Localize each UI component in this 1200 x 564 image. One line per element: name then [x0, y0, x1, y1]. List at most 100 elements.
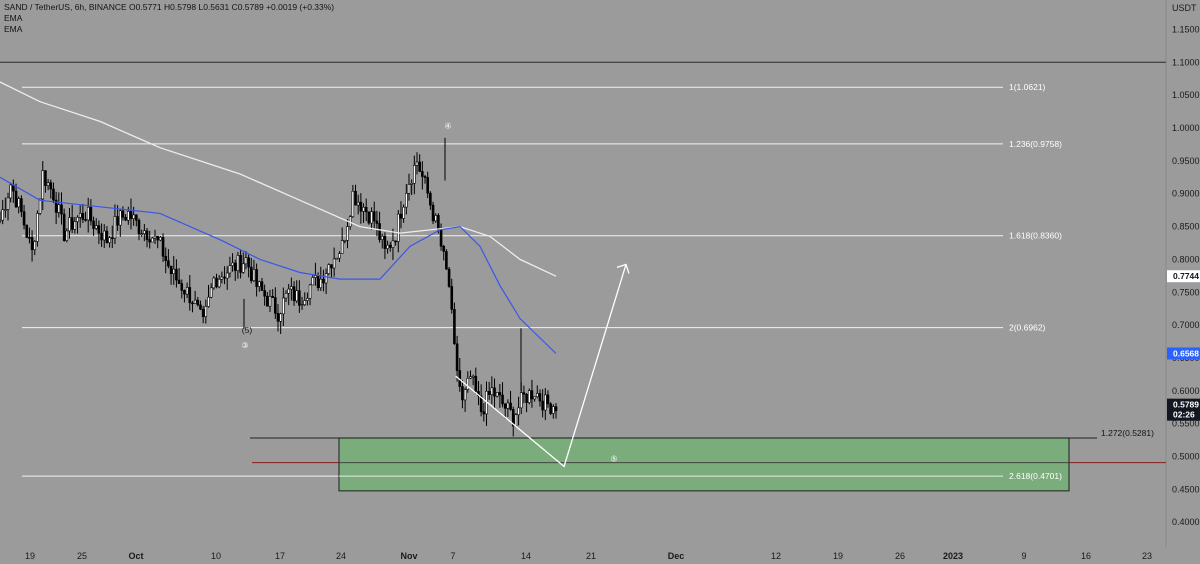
candle-body — [191, 302, 194, 305]
candle-body — [479, 395, 483, 412]
price-tag-text-last: 0.5789 — [1173, 400, 1199, 410]
candle-body — [295, 290, 299, 302]
price-tick-label: 0.7000 — [1172, 320, 1200, 330]
time-tick-label: Dec — [668, 551, 685, 561]
candle-body — [356, 201, 360, 206]
candle-body — [442, 245, 446, 252]
target-zone[interactable] — [338, 437, 1070, 492]
candle-body — [57, 204, 61, 213]
time-tick-label: 14 — [521, 551, 531, 561]
price-tag-text-ema_slow: 0.7744 — [1173, 271, 1199, 281]
candle-body — [236, 255, 240, 271]
candle-body — [41, 170, 45, 200]
candle-body — [140, 233, 143, 235]
price-tick-label: 0.4000 — [1172, 517, 1200, 527]
candle-body — [276, 313, 280, 322]
candle-body — [426, 177, 429, 194]
candle-body — [36, 213, 39, 242]
fib-label: 1.236(0.9758) — [1009, 139, 1062, 149]
candle-body — [527, 390, 531, 403]
candle-body — [391, 240, 395, 248]
candle-body — [450, 286, 454, 310]
candle-body — [359, 201, 363, 212]
time-tick-label: 9 — [1021, 551, 1026, 561]
candle-body — [463, 389, 467, 401]
candle-body — [252, 269, 256, 281]
candle-body — [279, 313, 282, 322]
candle-body — [351, 190, 355, 217]
candle-body — [525, 393, 528, 403]
candle-body — [335, 257, 339, 260]
candle-body — [544, 394, 547, 411]
candle-body — [220, 276, 224, 280]
candle-body — [292, 286, 296, 302]
candle-body — [455, 343, 459, 371]
candle-body — [316, 275, 320, 289]
candle-body — [423, 176, 427, 178]
candle-body — [268, 296, 272, 307]
candle-body — [241, 263, 245, 273]
candle-body — [490, 387, 494, 395]
price-tick-label: 1.1000 — [1172, 57, 1200, 67]
time-axis-area[interactable] — [0, 547, 1200, 564]
candle-body — [225, 272, 229, 279]
candle-body — [185, 287, 189, 295]
candle-body — [239, 255, 242, 273]
fib-label-1272: 1.272(0.5281) — [1101, 428, 1154, 438]
candle-body — [46, 182, 50, 186]
candle-body — [509, 402, 512, 410]
price-tick-label: 1.1500 — [1172, 24, 1200, 34]
candle-body — [447, 268, 451, 287]
price-tick-label: 0.5000 — [1172, 452, 1200, 462]
candle-body — [506, 402, 510, 409]
candle-body — [535, 393, 539, 398]
wave-5-target-label: ⑤ — [610, 454, 617, 463]
candle-body — [148, 239, 151, 243]
wave-5-small-label: (5) — [242, 325, 253, 335]
projection-arrowhead — [616, 263, 630, 274]
candle-body — [49, 182, 53, 190]
candle-body — [362, 206, 365, 212]
candle-body — [303, 300, 307, 305]
candle-body — [249, 266, 253, 281]
candle-body — [94, 225, 98, 229]
candle-body — [212, 277, 216, 289]
candle-body — [263, 290, 266, 297]
candle-body — [97, 225, 101, 234]
candle-body — [84, 219, 87, 221]
candle-body — [25, 224, 29, 238]
legend-symbol-line: SAND / TetherUS, 6h, BINANCE O0.5771 H0.… — [4, 2, 334, 12]
candle-body — [4, 209, 7, 211]
candle-body — [124, 216, 127, 221]
time-tick-label: 25 — [77, 551, 87, 561]
price-tick-label: 0.8500 — [1172, 222, 1200, 232]
candle-body — [434, 215, 438, 222]
candle-body — [375, 220, 379, 224]
candle-body — [169, 265, 173, 275]
candle-body — [159, 236, 162, 241]
candle-body — [60, 204, 63, 215]
candle-body — [338, 253, 341, 259]
candle-body — [127, 211, 130, 221]
candle-body — [319, 278, 323, 289]
candle-body — [81, 213, 85, 220]
candle-body — [429, 192, 432, 206]
candle-body — [308, 284, 312, 299]
candle-body — [298, 290, 301, 306]
candle-body — [370, 211, 373, 224]
candle-body — [161, 236, 165, 257]
candle-body — [396, 213, 400, 242]
candle-body — [522, 392, 526, 395]
candle-body — [153, 235, 157, 239]
candle-body — [102, 230, 106, 241]
candle-body — [44, 170, 47, 186]
time-tick-label: 16 — [1081, 551, 1091, 561]
candle-body — [552, 406, 555, 414]
fib-label: 2.618(0.4701) — [1009, 471, 1062, 481]
candle-body — [388, 244, 392, 248]
projection-path[interactable] — [455, 263, 630, 468]
candle-body — [469, 376, 472, 379]
candle-body — [354, 190, 357, 206]
candle-body — [204, 306, 208, 317]
